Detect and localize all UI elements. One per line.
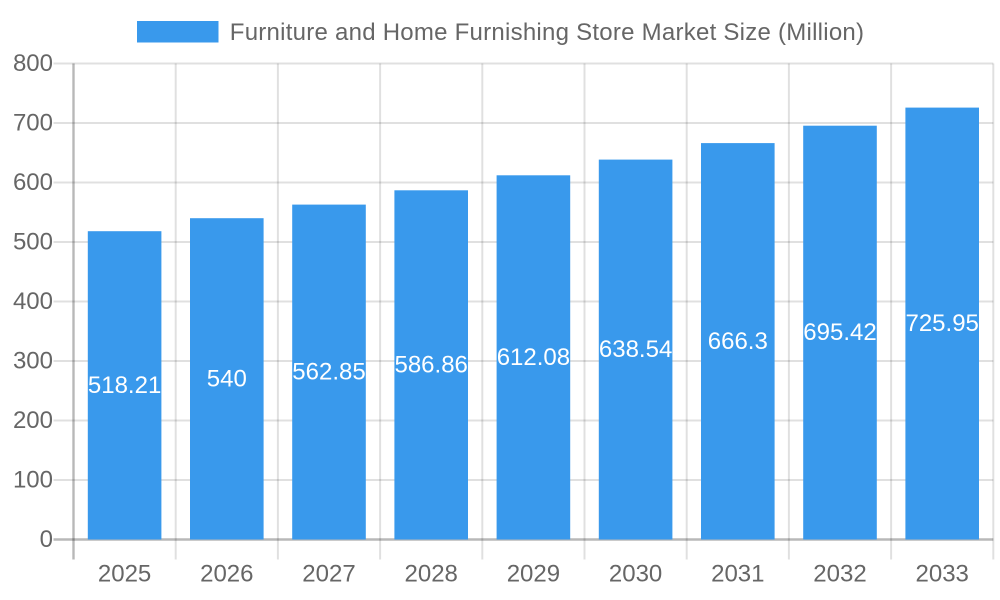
svg-text:600: 600 xyxy=(13,169,53,196)
svg-text:500: 500 xyxy=(13,229,53,256)
svg-text:725.95: 725.95 xyxy=(905,310,978,337)
svg-text:2028: 2028 xyxy=(405,561,458,588)
svg-text:586.86: 586.86 xyxy=(394,351,467,378)
svg-text:2029: 2029 xyxy=(507,561,560,588)
svg-text:400: 400 xyxy=(13,288,53,315)
svg-text:2030: 2030 xyxy=(609,561,662,588)
svg-text:2026: 2026 xyxy=(200,561,253,588)
svg-text:2027: 2027 xyxy=(302,561,355,588)
svg-text:2031: 2031 xyxy=(711,561,764,588)
svg-text:200: 200 xyxy=(13,407,53,434)
svg-text:800: 800 xyxy=(13,50,53,77)
svg-text:695.42: 695.42 xyxy=(803,319,876,346)
svg-text:2032: 2032 xyxy=(813,561,866,588)
svg-text:540: 540 xyxy=(207,365,247,392)
svg-text:Furniture and Home Furnishing: Furniture and Home Furnishing Store Mark… xyxy=(230,19,864,46)
svg-text:666.3: 666.3 xyxy=(708,328,768,355)
svg-text:2025: 2025 xyxy=(98,561,151,588)
svg-text:100: 100 xyxy=(13,467,53,494)
svg-text:300: 300 xyxy=(13,348,53,375)
svg-text:638.54: 638.54 xyxy=(599,336,672,363)
svg-text:612.08: 612.08 xyxy=(497,344,570,371)
svg-text:518.21: 518.21 xyxy=(88,372,161,399)
svg-text:2033: 2033 xyxy=(916,561,969,588)
svg-text:562.85: 562.85 xyxy=(292,359,365,386)
svg-text:0: 0 xyxy=(40,526,53,553)
svg-text:700: 700 xyxy=(13,110,53,137)
